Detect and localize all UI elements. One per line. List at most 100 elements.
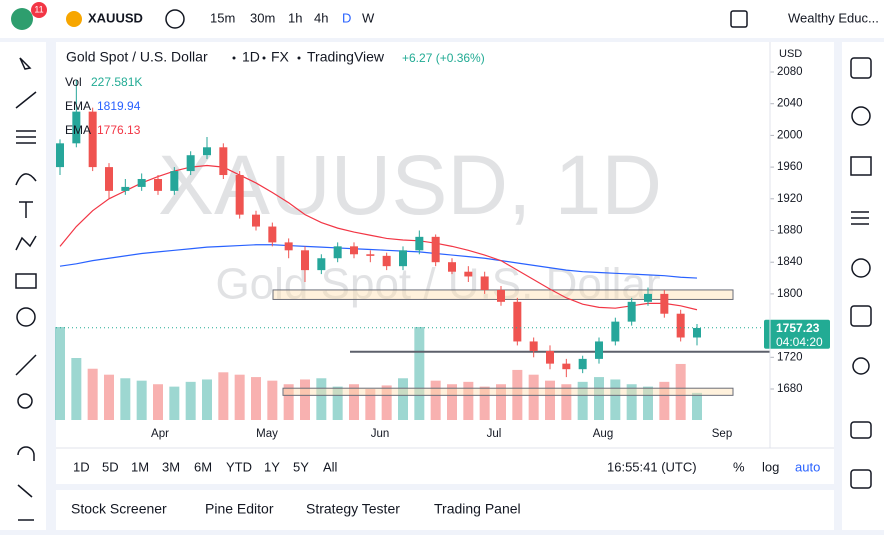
interval-button[interactable]: 1h	[288, 10, 302, 25]
volume-bar	[153, 384, 163, 420]
separator	[262, 56, 266, 60]
interval-button[interactable]: 30m	[250, 10, 275, 25]
legend-name: EMA	[65, 99, 91, 113]
ema-line	[59, 164, 698, 311]
tab[interactable]: Stock Screener	[71, 501, 167, 517]
volume-bar	[463, 381, 474, 420]
range-button[interactable]: 5Y	[293, 459, 309, 474]
candle-body	[644, 293, 652, 302]
volume-bar	[545, 380, 555, 420]
range-button[interactable]: 1D	[73, 459, 90, 474]
candle-body	[268, 226, 277, 243]
left-toolbar	[0, 42, 46, 530]
x-tick-label: Aug	[593, 428, 613, 440]
symbol-icon	[66, 11, 82, 27]
scale-option[interactable]: log	[762, 459, 779, 474]
candle-body	[529, 341, 538, 351]
volume-bar	[381, 385, 392, 420]
chart-panel	[56, 42, 834, 484]
candle-body	[513, 301, 522, 342]
volume-bar	[267, 380, 278, 420]
chart-source: TradingView	[307, 49, 385, 65]
tab[interactable]: Strategy Tester	[306, 501, 400, 517]
last-price-label: 1757.23	[776, 321, 820, 335]
range-button[interactable]: All	[323, 459, 338, 474]
range-button[interactable]: 1M	[131, 459, 149, 474]
volume-bar	[643, 386, 653, 420]
candle-body	[154, 178, 162, 191]
x-tick-label: Sep	[712, 428, 732, 440]
add-symbol[interactable]	[165, 9, 185, 29]
volume-bar	[87, 368, 98, 420]
scale-option[interactable]: auto	[795, 459, 820, 474]
candle-body	[611, 321, 620, 342]
candle-body	[137, 178, 146, 187]
account[interactable]: Wealthy Educ...	[788, 10, 879, 25]
volume-bar	[594, 377, 604, 420]
volume-bar	[414, 327, 425, 420]
y-tick-label: 1960	[777, 161, 803, 173]
volume-bar	[626, 384, 637, 420]
volume-bar	[675, 363, 686, 420]
interval-button[interactable]: D	[342, 10, 351, 25]
legend-name: EMA	[65, 123, 91, 137]
candle-body	[562, 363, 571, 370]
volume-bar	[169, 386, 180, 420]
x-tick-label: Jun	[371, 428, 390, 440]
range-button[interactable]: 5D	[102, 459, 119, 474]
volume-bar	[300, 379, 310, 420]
volume-bar	[332, 386, 343, 420]
volume-bar	[136, 380, 147, 420]
candle-body	[382, 255, 391, 267]
tab[interactable]: Pine Editor	[205, 501, 274, 517]
y-tick-label: 2000	[777, 129, 803, 141]
symbol[interactable]: XAUUSD	[88, 10, 143, 25]
interval-button[interactable]: W	[362, 10, 375, 25]
range-button[interactable]: 3M	[162, 459, 180, 474]
tab[interactable]: Trading Panel	[434, 501, 521, 517]
price-zone	[282, 387, 734, 396]
interval-button[interactable]: 4h	[314, 10, 328, 25]
scale-option[interactable]: %	[733, 459, 745, 474]
drawing-tools	[15, 57, 37, 521]
candle-body	[203, 147, 211, 156]
ema-line	[59, 244, 698, 279]
candle-body	[595, 341, 603, 359]
currency[interactable]: USD	[779, 48, 802, 60]
volume-bar	[283, 384, 294, 420]
range-button[interactable]: YTD	[226, 459, 252, 474]
volume-bar	[104, 374, 114, 420]
volume-bar	[185, 381, 196, 420]
volume-bar	[496, 384, 506, 420]
legend-name: Vol	[65, 75, 82, 89]
volume-bar	[218, 372, 229, 420]
volume-bar	[692, 392, 702, 420]
x-tick-label: Jul	[487, 428, 502, 440]
volume-bar	[55, 327, 65, 420]
candle-body	[252, 214, 260, 227]
volume-bar	[251, 377, 261, 420]
volume-bar	[577, 381, 588, 420]
range-button[interactable]: 6M	[194, 459, 212, 474]
volume-bar	[528, 374, 539, 420]
bottom-tabs	[56, 490, 834, 530]
avatar[interactable]	[11, 8, 33, 30]
candle-body	[317, 258, 326, 271]
sidebar-icons	[850, 57, 872, 489]
layout-icon[interactable]	[730, 10, 748, 28]
chart-interval: 1D	[242, 49, 260, 65]
candle-body	[415, 236, 424, 251]
interval-button[interactable]: 15m	[210, 10, 235, 25]
chart-exchange: FX	[271, 49, 290, 65]
range-button[interactable]: 1Y	[264, 459, 280, 474]
clock: 16:55:41 (UTC)	[607, 459, 697, 474]
candle-body	[219, 147, 228, 176]
candle-body	[105, 167, 113, 191]
candle-body	[497, 289, 505, 302]
candle-body	[88, 111, 97, 168]
volume-bar	[610, 379, 621, 420]
candle-body	[284, 242, 293, 251]
legend-value: 1819.94	[97, 99, 141, 113]
candle-body	[301, 250, 309, 271]
